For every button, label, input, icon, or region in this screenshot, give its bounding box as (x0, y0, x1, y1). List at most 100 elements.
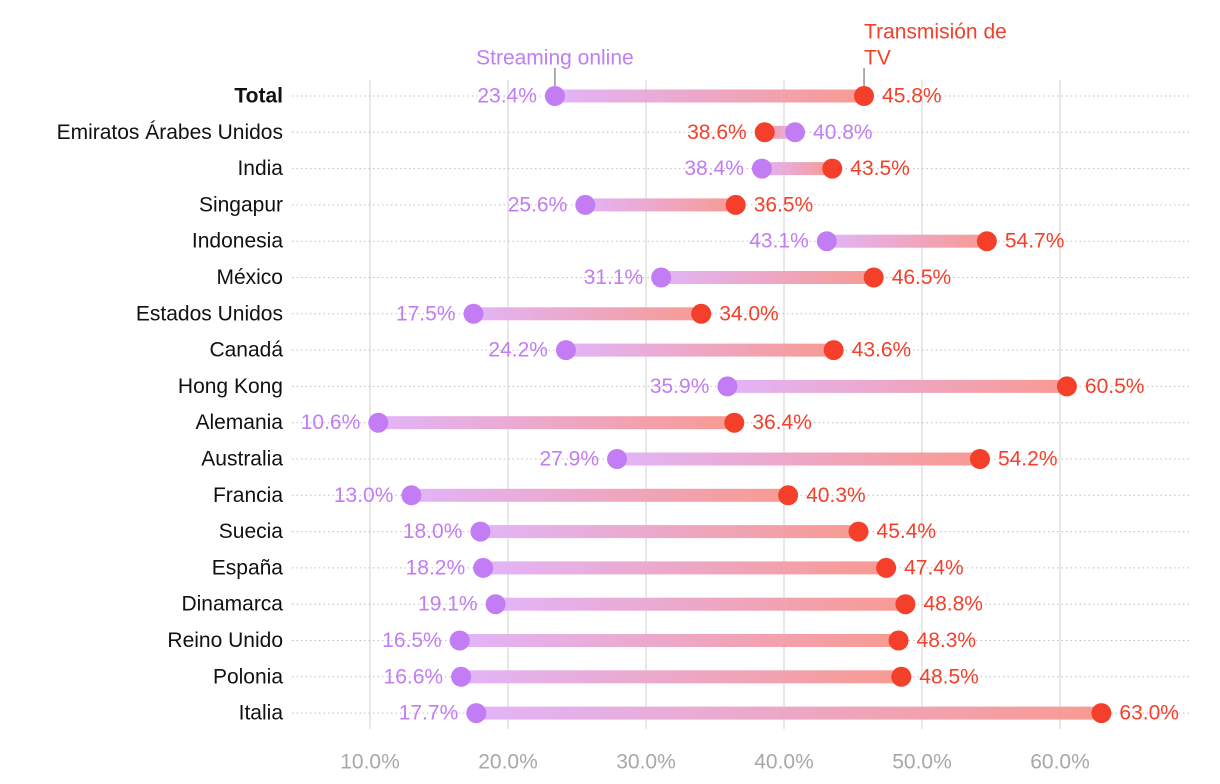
streaming-value-label: 38.4% (684, 157, 744, 180)
tv-value-label: 38.6% (687, 121, 747, 144)
connector-bar (411, 488, 789, 502)
tv-dot (691, 303, 712, 324)
streaming-value-label: 16.5% (382, 629, 442, 652)
streaming-value-label: 10.6% (301, 411, 361, 434)
connector-bar (483, 561, 887, 575)
streaming-value-label: 43.1% (749, 230, 809, 253)
tv-dot (876, 557, 897, 578)
tv-dot (754, 122, 775, 143)
streaming-value-label: 17.5% (396, 302, 456, 325)
tv-value-label: 43.6% (852, 339, 912, 362)
streaming-dot (473, 557, 494, 578)
streaming-dot (368, 412, 389, 433)
streaming-value-label: 23.4% (477, 85, 537, 108)
tv-value-label: 40.3% (806, 484, 866, 507)
tv-value-label: 47.4% (904, 556, 964, 579)
streaming-value-label: 25.6% (508, 193, 568, 216)
tv-dot (848, 521, 869, 542)
grid-layer (369, 80, 1061, 730)
streaming-value-label: 35.9% (650, 375, 710, 398)
tv-value-label: 36.4% (752, 411, 812, 434)
x-tick-label: 20.0% (478, 751, 538, 774)
tv-dot (895, 594, 916, 615)
streaming-legend-label: Streaming online (476, 47, 634, 70)
x-tick-label: 60.0% (1030, 751, 1090, 774)
streaming-dot (785, 122, 806, 143)
connector-bar (480, 525, 859, 539)
streaming-value-label: 17.7% (399, 702, 459, 725)
tv-value-label: 63.0% (1119, 702, 1179, 725)
category-label: México (216, 266, 283, 289)
category-label: Emiratos Árabes Unidos (57, 121, 283, 144)
category-label: Australia (201, 448, 283, 471)
tv-value-label: 54.2% (998, 448, 1058, 471)
row-guides (292, 95, 1190, 714)
streaming-dot (816, 231, 837, 252)
tv-value-label: 60.5% (1085, 375, 1145, 398)
streaming-value-label: 27.9% (539, 448, 599, 471)
streaming-dot (463, 303, 484, 324)
category-labels: Total Emiratos Árabes Unidos India Singapur… (57, 85, 284, 725)
category-label: Polonia (213, 665, 283, 688)
x-axis-ticks: 10.0% 20.0% 30.0% 40.0% 50.0% 60.0% (340, 751, 1090, 774)
streaming-dot (651, 267, 672, 288)
tv-dot (778, 485, 799, 506)
x-tick-label: 50.0% (892, 751, 952, 774)
streaming-dot (485, 594, 506, 615)
connector-bar (461, 670, 902, 684)
category-label: Alemania (195, 411, 283, 434)
streaming-dot (470, 521, 491, 542)
connector-bar (661, 271, 874, 284)
data-points (368, 86, 1112, 724)
legend: Streaming online Transmisión de TV (476, 21, 1007, 86)
streaming-dot (544, 86, 565, 106)
streaming-dot (575, 194, 596, 215)
tv-dot (891, 666, 912, 687)
value-labels: 23.4% 45.8% 40.8% 38.6% 38.4% 43.5% 25.6% 36.5%… (301, 85, 1179, 725)
connector-bar (459, 634, 899, 647)
category-label: Hong Kong (178, 375, 283, 398)
tv-value-label: 48.3% (917, 629, 977, 652)
streaming-dot (466, 703, 487, 724)
connector-bar (476, 706, 1102, 720)
connector-bar (495, 597, 906, 611)
category-label: Canadá (209, 339, 283, 362)
x-tick-label: 30.0% (616, 751, 676, 774)
streaming-dot (451, 666, 472, 687)
connector-bar (826, 234, 987, 248)
category-label: España (212, 556, 284, 579)
tv-dot (888, 630, 909, 651)
streaming-value-label: 18.2% (406, 556, 466, 579)
connector-bar (727, 379, 1067, 393)
tv-dot (822, 158, 843, 179)
connector-bar (378, 416, 735, 430)
tv-value-label: 46.5% (892, 266, 952, 289)
category-label: Italia (239, 702, 284, 725)
tv-dot (969, 449, 990, 469)
tv-dot (725, 194, 746, 215)
tv-dot (863, 267, 884, 288)
connector-bar (554, 89, 865, 103)
connector-bar (565, 343, 834, 357)
connector-bar (617, 452, 980, 466)
streaming-dot (555, 340, 576, 361)
tv-dot (1091, 703, 1112, 724)
streaming-value-label: 24.2% (488, 339, 548, 362)
tv-dot (724, 412, 745, 433)
connector-bar (473, 307, 702, 321)
category-label: Singapur (199, 193, 283, 216)
tv-dot (823, 340, 844, 361)
tv-value-label: 54.7% (1005, 230, 1065, 253)
streaming-value-label: 40.8% (813, 121, 873, 144)
x-tick-label: 40.0% (754, 751, 814, 774)
streaming-value-label: 19.1% (418, 593, 478, 616)
category-label: Reino Unido (167, 629, 283, 652)
streaming-dot (449, 630, 470, 651)
tv-value-label: 45.4% (877, 520, 937, 543)
connector-bar (585, 198, 736, 212)
tv-value-label: 48.5% (919, 665, 979, 688)
streaming-value-label: 13.0% (334, 484, 394, 507)
category-label-total: Total (234, 85, 283, 108)
tv-dot (1056, 376, 1077, 397)
